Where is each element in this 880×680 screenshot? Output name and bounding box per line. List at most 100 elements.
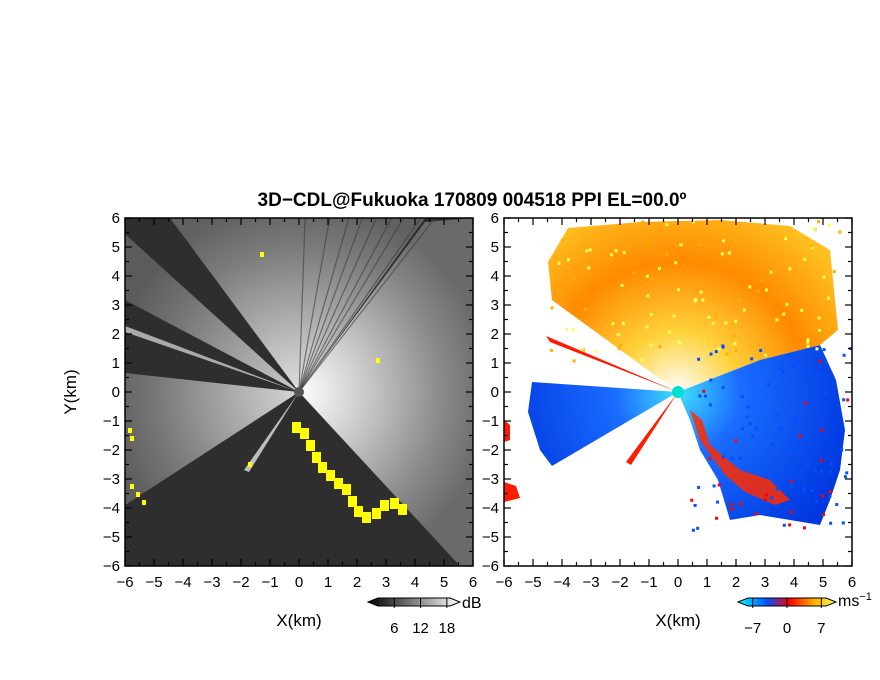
velocity-speckle-pixel <box>697 357 701 361</box>
velocity-x-tick-label: 0 <box>674 574 682 591</box>
reflectivity-x-tick-label: −6 <box>116 574 133 591</box>
velocity-speckle-pixel <box>815 347 819 351</box>
velocity-speckle-pixel <box>786 253 790 257</box>
velocity-speckle-pixel <box>803 401 807 405</box>
velocity-speckle-pixel <box>560 239 564 243</box>
velocity-speckle-pixel <box>775 487 779 491</box>
colorbar-gray-bar <box>366 597 462 607</box>
velocity-speckle-pixel <box>842 353 846 357</box>
reflectivity-streaks <box>298 218 436 393</box>
reflectivity-threshold-pixel <box>398 504 407 515</box>
velocity-speckle-pixel <box>697 485 701 489</box>
velocity-x-tick-label: −4 <box>553 574 570 591</box>
velocity-speckle-pixel <box>846 398 850 402</box>
reflectivity-beam-w <box>125 326 299 392</box>
velocity-speckle-pixel <box>621 321 625 325</box>
reflectivity-echo-north <box>170 218 425 392</box>
velocity-speckle-pixel <box>751 434 755 438</box>
velocity-speckle-pixel <box>803 490 807 494</box>
velocity-speckle-pixel <box>824 317 828 321</box>
velocity-speckle-pixel <box>832 270 836 274</box>
velocity-speckle-pixel <box>669 232 673 236</box>
velocity-speckle-pixel <box>588 248 592 252</box>
velocity-speckle-pixel <box>679 243 683 247</box>
reflectivity-threshold-pixel <box>128 428 132 433</box>
velocity-y-tick-label: 2 <box>491 326 499 343</box>
velocity-speckle-pixel <box>742 308 746 312</box>
velocity-speckle-pixel <box>817 316 821 320</box>
velocity-speckle-pixel <box>813 326 817 330</box>
reflectivity-x-tick-label: −3 <box>203 574 220 591</box>
velocity-speckle-pixel <box>677 288 681 292</box>
velocity-speckle-pixel <box>806 340 810 344</box>
velocity-speckle-pixel <box>724 321 728 325</box>
velocity-speckle-pixel <box>746 405 750 409</box>
reflectivity-threshold-pixel <box>390 498 399 509</box>
reflectivity-streak <box>298 218 422 393</box>
velocity-speckle-pixel <box>807 298 811 302</box>
velocity-panel: −6 −5 −4 −3 −2 −1 0 1 2 3 4 5 6 6543210−1−2−3−4−5−6 … <box>482 210 872 637</box>
velocity-speckle-pixel <box>696 526 700 530</box>
velocity-speckle-pixel <box>571 328 575 332</box>
velocity-speckle-pixel <box>622 251 626 255</box>
velocity-speckle-pixel <box>792 421 796 425</box>
velocity-speckle-pixel <box>721 344 725 348</box>
velocity-speckle-pixel <box>828 494 832 498</box>
velocity-speckle-pixel <box>622 302 626 306</box>
reflectivity-streak <box>298 218 405 393</box>
velocity-speckle-pixel <box>806 462 810 466</box>
velocity-speckle-pixel <box>646 241 650 245</box>
velocity-speckle-pixel <box>754 426 758 430</box>
velocity-speckle-pixel <box>828 223 832 227</box>
velocity-speckle-pixel <box>779 366 783 370</box>
reflectivity-streak <box>298 218 350 393</box>
velocity-speckle-pixel <box>750 357 754 361</box>
reflectivity-threshold-pixel <box>300 428 309 439</box>
reflectivity-streak <box>298 218 331 393</box>
radar-site-velocity <box>672 386 684 398</box>
reflectivity-y-tick-label: 6 <box>112 210 120 227</box>
velocity-y-tick-label: 5 <box>491 239 499 256</box>
velocity-speckle-pixel <box>715 516 719 520</box>
reflectivity-streak <box>298 218 306 393</box>
velocity-speckle-pixel <box>754 512 758 516</box>
velocity-speckle-pixel <box>793 416 797 420</box>
velocity-speckle-pixel <box>821 494 825 498</box>
velocity-speckle-pixel <box>769 270 773 274</box>
radar-site <box>294 387 304 397</box>
velocity-speckle-pixel <box>657 266 661 270</box>
velocity-speckle-pixel <box>800 469 804 473</box>
velocity-speckle-pixel <box>730 507 734 511</box>
velocity-colorbar: −7 0 7 ms−1 <box>736 591 872 637</box>
reflectivity-colorbar-tick-label: 18 <box>439 620 456 637</box>
velocity-speckle-pixel <box>704 394 708 398</box>
velocity-speckle-pixel <box>650 276 654 280</box>
velocity-speckle-pixel <box>802 486 806 490</box>
reflectivity-threshold-echo <box>128 252 407 523</box>
velocity-x-tick-label: 6 <box>848 574 856 591</box>
velocity-speckle-pixel <box>782 523 786 527</box>
velocity-speckle-pixel <box>784 237 788 241</box>
reflectivity-threshold-pixel <box>130 436 134 441</box>
velocity-speckle-pixel <box>565 327 569 331</box>
velocity-speckle-pixel <box>739 502 743 506</box>
velocity-speckle-pixel <box>764 288 768 292</box>
reflectivity-x-tick-label: 1 <box>324 574 332 591</box>
velocity-speckle-pixel <box>585 249 589 253</box>
velocity-speckle-pixel <box>723 234 727 238</box>
velocity-speckle-pixel <box>806 338 810 342</box>
velocity-speckle-pixel <box>734 349 738 353</box>
colorbar-gray-unit: dB <box>462 595 482 612</box>
velocity-speckle-pixel <box>817 220 821 224</box>
velocity-speckle-pixel <box>572 359 576 363</box>
reflectivity-x-tick-label: 4 <box>411 574 419 591</box>
reflectivity-colorbar-tick-label: 6 <box>390 620 398 637</box>
velocity-speckle-pixel <box>721 239 725 243</box>
velocity-speckle-pixel <box>645 325 649 329</box>
reflectivity-y-tick-label: −6 <box>103 558 120 575</box>
velocity-speckle-pixel <box>817 328 821 332</box>
reflectivity-x-tick-label: −5 <box>145 574 162 591</box>
velocity-speckle-pixel <box>822 348 826 352</box>
reflectivity-echo <box>299 218 473 566</box>
velocity-speckle-pixel <box>693 299 697 303</box>
